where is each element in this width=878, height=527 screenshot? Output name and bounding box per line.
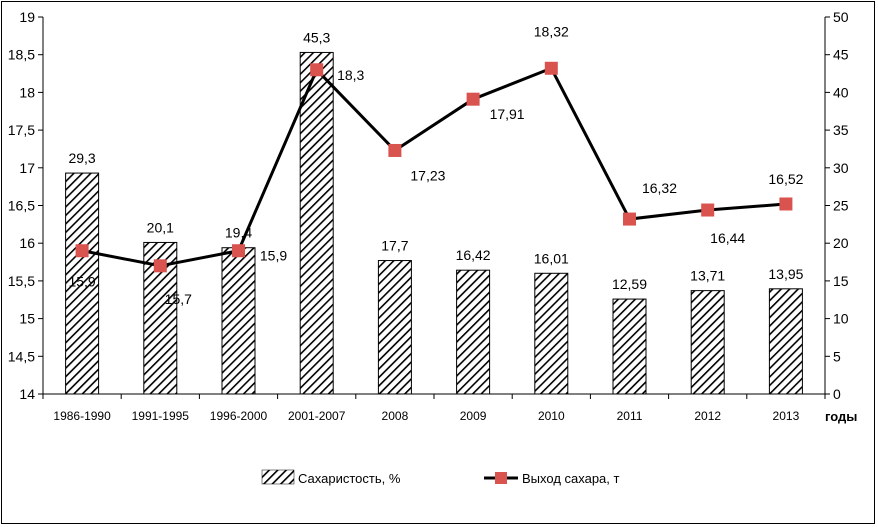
bar-data-label: 45,3: [303, 29, 330, 45]
y-left-tick-label: 17,5: [8, 122, 35, 138]
line-data-label: 15,9: [68, 274, 95, 290]
x-tick-label: 2001-2007: [288, 409, 346, 423]
legend-swatch-bar: [261, 469, 295, 485]
x-tick-label: 1996-2000: [210, 409, 268, 423]
x-tick-label: 2009: [460, 409, 487, 423]
x-tick-label: 2012: [694, 409, 721, 423]
line-point: [466, 92, 480, 106]
legend-label-bar: Сахаристость, %: [298, 471, 401, 486]
line-data-label: 17,23: [410, 167, 445, 183]
line-point: [623, 212, 636, 226]
y-left-tick-label: 17: [19, 160, 35, 176]
y-right-tick-label: 0: [833, 386, 841, 402]
y-right-tick-label: 50: [833, 9, 849, 25]
y-left-tick-label: 15,5: [8, 273, 35, 289]
legend: Сахаристость, % Выход сахара, т: [261, 469, 620, 486]
bar: [612, 298, 647, 395]
bar-data-label: 19,4: [225, 225, 252, 241]
line-data-label: 18,3: [337, 67, 364, 83]
bar: [768, 288, 803, 395]
y-left-tick-label: 18,5: [8, 47, 35, 63]
y-left-tick-label: 18: [19, 84, 35, 100]
y-right-tick-label: 5: [833, 348, 841, 364]
legend-label-line: Выход сахара, т: [522, 471, 620, 486]
bar-data-label: 20,1: [147, 219, 174, 235]
y-right-tick-label: 20: [833, 235, 849, 251]
line-point: [75, 244, 89, 258]
y-left-tick-label: 16: [19, 235, 35, 251]
line-point: [388, 143, 402, 157]
line-point: [779, 197, 793, 211]
bar: [299, 51, 334, 395]
line-point: [701, 203, 715, 217]
line-data-label: 17,91: [490, 106, 525, 122]
line-point: [153, 259, 167, 273]
x-tick-label: 1991-1995: [132, 409, 190, 423]
bar-data-label: 13,95: [768, 266, 803, 282]
x-tick-label: 2013: [773, 409, 800, 423]
y-right-tick-label: 45: [833, 47, 849, 63]
line-data-label: 15,7: [165, 291, 192, 307]
x-tick-label: 2010: [538, 409, 565, 423]
bar: [221, 247, 256, 395]
bar-data-label: 12,59: [612, 276, 647, 292]
line-data-label: 15,9: [260, 248, 287, 264]
y-left-tick-label: 19: [19, 9, 35, 25]
bar: [534, 272, 569, 395]
line-data-label: 16,32: [642, 180, 677, 196]
y-right-tick-label: 15: [833, 273, 849, 289]
y-right-tick-label: 30: [833, 160, 849, 176]
x-tick-label: 2008: [382, 409, 409, 423]
x-tick-label: 2011: [617, 409, 643, 423]
line-series: [81, 66, 787, 268]
y-left-tick-label: 16,5: [8, 198, 35, 214]
line-data-label: 18,32: [534, 23, 569, 39]
line-point: [232, 244, 245, 258]
bar: [377, 260, 412, 395]
bar: [690, 290, 725, 395]
line-data-label: 16,52: [768, 171, 803, 187]
line-point: [544, 61, 558, 75]
bar-data-label: 16,01: [534, 250, 569, 266]
y-left-tick-label: 14,5: [8, 348, 35, 364]
x-tick-label: 1986-1990: [53, 409, 111, 423]
y-right-tick-label: 40: [833, 84, 849, 100]
y-right-tick-label: 35: [833, 122, 849, 138]
bar-data-label: 16,42: [456, 247, 491, 263]
bar-data-label: 13,71: [690, 268, 725, 284]
bar-data-label: 17,7: [381, 238, 408, 254]
y-left-tick-label: 14: [19, 386, 35, 402]
x-axis-title: годы: [825, 409, 857, 424]
legend-swatch-marker: [495, 472, 507, 484]
y-right-tick-label: 10: [833, 311, 849, 327]
line-point: [310, 63, 324, 77]
y-left-tick-label: 15: [19, 311, 35, 327]
bar-data-label: 29,3: [68, 150, 95, 166]
y-right-tick-label: 25: [833, 198, 849, 214]
bar: [456, 269, 491, 395]
bar: [65, 172, 100, 395]
line-data-label: 16,44: [710, 230, 745, 246]
